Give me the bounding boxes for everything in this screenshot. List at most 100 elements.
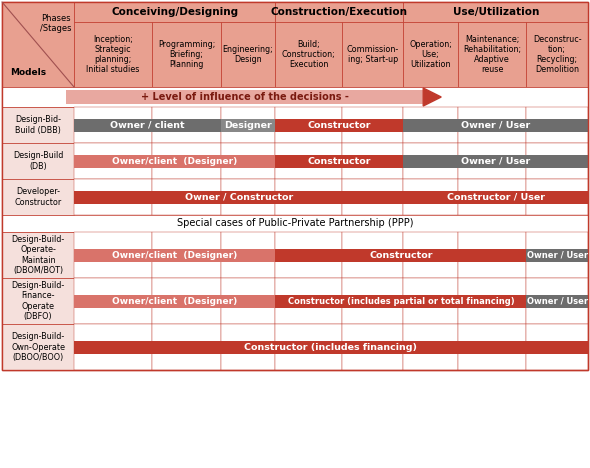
- Text: Deconstruc-
tion;
Recycling;
Demolition: Deconstruc- tion; Recycling; Demolition: [533, 35, 582, 74]
- Bar: [152, 143, 221, 179]
- Text: Design-Bid-
Build (DBB): Design-Bid- Build (DBB): [15, 116, 61, 134]
- Bar: [458, 143, 526, 179]
- Text: Constructor: Constructor: [369, 250, 432, 259]
- Text: Models: Models: [10, 68, 46, 77]
- Bar: [221, 118, 276, 132]
- Bar: [526, 232, 588, 278]
- Bar: [152, 179, 221, 215]
- Bar: [2, 324, 74, 370]
- Bar: [74, 154, 276, 168]
- Bar: [404, 190, 588, 204]
- Text: Owner/client  (Designer): Owner/client (Designer): [112, 156, 237, 166]
- Bar: [458, 324, 526, 370]
- Bar: [404, 2, 588, 22]
- Text: Constructor / User: Constructor / User: [447, 192, 545, 202]
- Bar: [458, 22, 526, 87]
- Bar: [276, 294, 526, 307]
- Bar: [2, 232, 74, 278]
- Text: Commission-
ing; Start-up: Commission- ing; Start-up: [346, 45, 399, 64]
- Bar: [74, 22, 152, 87]
- Bar: [2, 215, 588, 232]
- Bar: [152, 278, 221, 324]
- Bar: [2, 2, 588, 370]
- Bar: [74, 278, 152, 324]
- Bar: [74, 2, 276, 22]
- Bar: [404, 107, 458, 143]
- Polygon shape: [423, 88, 441, 106]
- Bar: [276, 2, 404, 22]
- Bar: [221, 107, 276, 143]
- Bar: [276, 143, 342, 179]
- Bar: [2, 2, 588, 370]
- Text: Owner / User: Owner / User: [461, 120, 530, 130]
- Text: Special cases of Public-Private Partnership (PPP): Special cases of Public-Private Partners…: [177, 219, 413, 228]
- Bar: [276, 249, 526, 262]
- Bar: [74, 179, 152, 215]
- Text: Phases
/Stages: Phases /Stages: [40, 14, 72, 33]
- Bar: [458, 107, 526, 143]
- Bar: [74, 143, 152, 179]
- Bar: [152, 22, 221, 87]
- Text: Owner / client: Owner / client: [110, 120, 185, 130]
- Bar: [276, 154, 404, 168]
- Text: Operation;
Use;
Utilization: Operation; Use; Utilization: [409, 40, 452, 69]
- Bar: [221, 324, 276, 370]
- Bar: [74, 294, 276, 307]
- Bar: [526, 179, 588, 215]
- Text: Design-Build-
Operate-
Maintain
(DBOM/BOT): Design-Build- Operate- Maintain (DBOM/BO…: [11, 235, 65, 275]
- Bar: [526, 294, 588, 307]
- Bar: [526, 324, 588, 370]
- Text: Owner / Constructor: Owner / Constructor: [185, 192, 293, 202]
- Text: Use/Utilization: Use/Utilization: [453, 7, 539, 17]
- Text: Design-Build-
Own-Operate
(DBOO/BOO): Design-Build- Own-Operate (DBOO/BOO): [11, 332, 65, 362]
- Bar: [221, 143, 276, 179]
- Bar: [276, 107, 342, 143]
- Bar: [276, 324, 342, 370]
- Bar: [276, 179, 342, 215]
- Bar: [276, 232, 342, 278]
- Bar: [342, 232, 404, 278]
- Bar: [74, 341, 588, 353]
- Bar: [221, 232, 276, 278]
- Text: + Level of influence of the decisions -: + Level of influence of the decisions -: [140, 92, 349, 102]
- Text: Owner / User: Owner / User: [461, 156, 530, 166]
- Bar: [458, 278, 526, 324]
- Bar: [342, 107, 404, 143]
- Bar: [152, 232, 221, 278]
- Bar: [404, 22, 458, 87]
- Text: Construction/Execution: Construction/Execution: [271, 7, 408, 17]
- Bar: [342, 179, 404, 215]
- Bar: [404, 143, 458, 179]
- Bar: [342, 324, 404, 370]
- Text: Constructor: Constructor: [307, 120, 371, 130]
- Bar: [221, 278, 276, 324]
- Bar: [342, 22, 404, 87]
- Text: Design-Build-
Finance-
Operate
(DBFO): Design-Build- Finance- Operate (DBFO): [11, 281, 65, 321]
- Bar: [276, 118, 404, 132]
- Bar: [526, 249, 588, 262]
- Text: Engineering;
Design: Engineering; Design: [223, 45, 274, 64]
- Text: Inception;
Strategic
planning;
Initial studies: Inception; Strategic planning; Initial s…: [86, 35, 140, 74]
- Bar: [276, 278, 342, 324]
- Bar: [74, 249, 276, 262]
- Bar: [342, 278, 404, 324]
- Bar: [276, 22, 342, 87]
- Bar: [2, 107, 74, 143]
- Bar: [404, 324, 458, 370]
- Bar: [2, 278, 74, 324]
- Bar: [2, 2, 74, 87]
- Bar: [526, 107, 588, 143]
- Bar: [66, 90, 423, 104]
- Bar: [404, 118, 588, 132]
- Bar: [74, 324, 152, 370]
- Bar: [152, 107, 221, 143]
- Text: Design-Build
(DB): Design-Build (DB): [13, 152, 63, 170]
- Text: Developer-
Constructor: Developer- Constructor: [14, 188, 61, 206]
- Bar: [2, 87, 588, 107]
- Bar: [458, 179, 526, 215]
- Bar: [342, 143, 404, 179]
- Text: Owner/client  (Designer): Owner/client (Designer): [112, 297, 237, 306]
- Bar: [404, 179, 458, 215]
- Bar: [74, 118, 221, 132]
- Bar: [404, 232, 458, 278]
